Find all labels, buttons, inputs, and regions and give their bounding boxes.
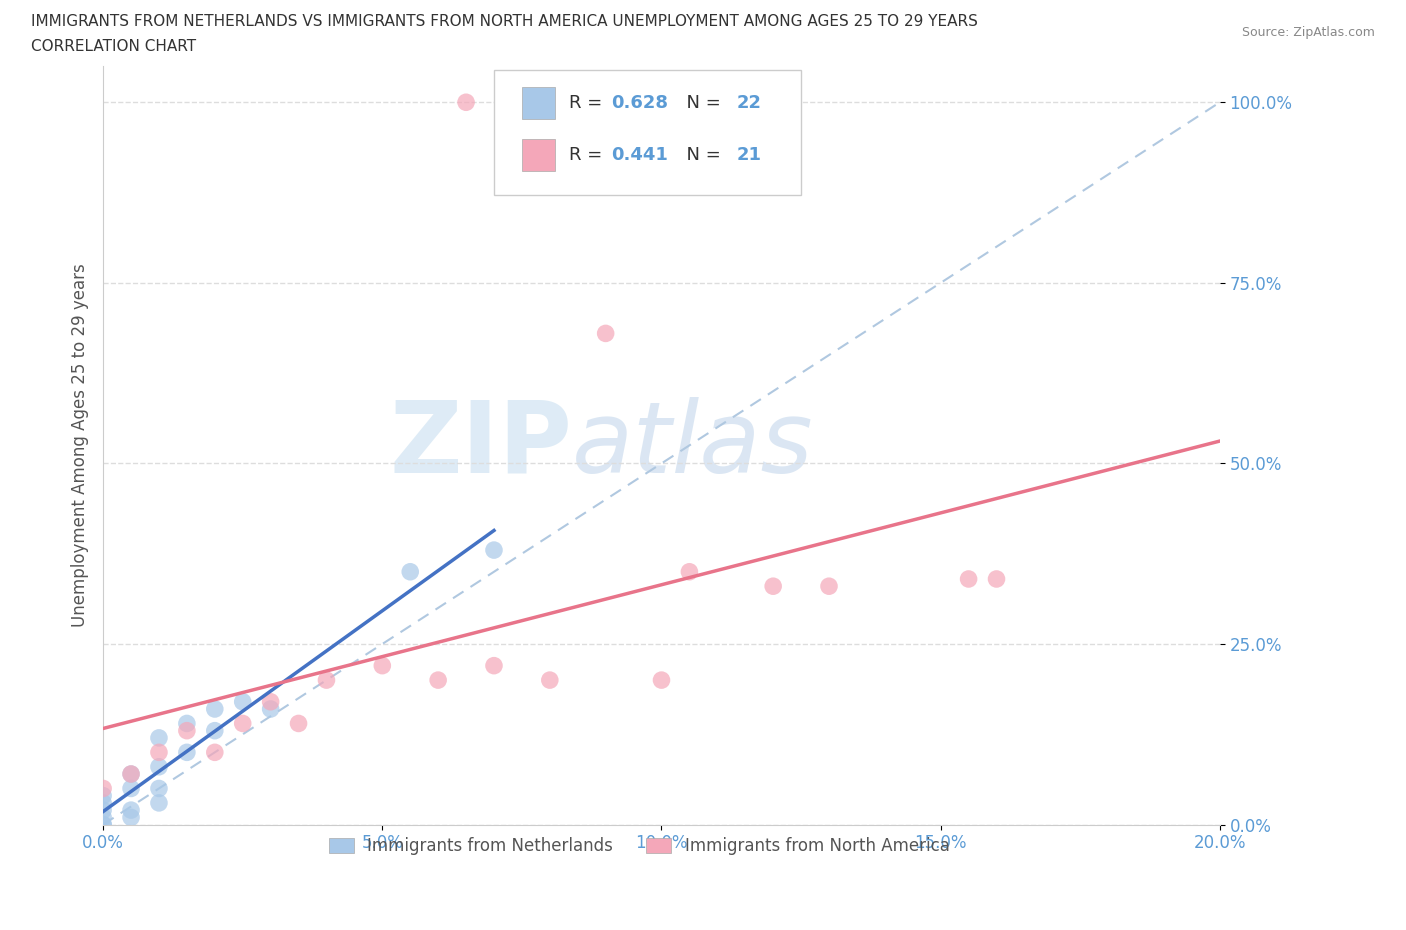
Point	[232, 695, 254, 710]
Point	[148, 745, 170, 760]
Point	[91, 795, 114, 810]
FancyBboxPatch shape	[522, 87, 555, 119]
Point	[259, 701, 281, 716]
Point	[595, 326, 617, 340]
Point	[957, 572, 980, 587]
FancyBboxPatch shape	[494, 70, 801, 195]
Point	[120, 766, 142, 781]
Point	[232, 716, 254, 731]
Point	[482, 658, 505, 673]
Point	[148, 759, 170, 774]
Point	[148, 795, 170, 810]
Point	[176, 716, 198, 731]
Point	[120, 810, 142, 825]
Text: 0.441: 0.441	[612, 146, 668, 164]
Point	[176, 724, 198, 738]
Point	[120, 803, 142, 817]
Point	[454, 95, 477, 110]
Point	[818, 578, 841, 593]
Point	[371, 658, 394, 673]
Point	[204, 701, 226, 716]
Text: 21: 21	[737, 146, 761, 164]
Point	[204, 745, 226, 760]
Point	[91, 803, 114, 817]
Point	[482, 542, 505, 557]
Point	[678, 565, 700, 579]
Text: N =: N =	[675, 146, 727, 164]
Text: 22: 22	[737, 94, 761, 113]
Text: R =: R =	[569, 94, 607, 113]
Legend: Immigrants from Netherlands, Immigrants from North America: Immigrants from Netherlands, Immigrants …	[322, 830, 956, 862]
Text: atlas: atlas	[572, 397, 814, 494]
Point	[315, 672, 337, 687]
Point	[120, 781, 142, 796]
Point	[204, 724, 226, 738]
Point	[91, 781, 114, 796]
Point	[91, 789, 114, 804]
Point	[399, 565, 422, 579]
Point	[120, 766, 142, 781]
Point	[176, 745, 198, 760]
Point	[91, 817, 114, 832]
Point	[762, 578, 785, 593]
Text: ZIP: ZIP	[389, 397, 572, 494]
Point	[538, 672, 561, 687]
Y-axis label: Unemployment Among Ages 25 to 29 years: Unemployment Among Ages 25 to 29 years	[72, 263, 89, 627]
Point	[427, 672, 450, 687]
Text: CORRELATION CHART: CORRELATION CHART	[31, 39, 195, 54]
Point	[91, 817, 114, 832]
Point	[986, 572, 1008, 587]
Text: 0.628: 0.628	[612, 94, 668, 113]
Point	[259, 695, 281, 710]
Text: R =: R =	[569, 146, 607, 164]
Point	[148, 781, 170, 796]
Text: Source: ZipAtlas.com: Source: ZipAtlas.com	[1241, 26, 1375, 39]
Point	[148, 730, 170, 745]
Text: N =: N =	[675, 94, 727, 113]
Point	[91, 810, 114, 825]
Point	[650, 672, 672, 687]
Point	[287, 716, 309, 731]
Text: IMMIGRANTS FROM NETHERLANDS VS IMMIGRANTS FROM NORTH AMERICA UNEMPLOYMENT AMONG : IMMIGRANTS FROM NETHERLANDS VS IMMIGRANT…	[31, 14, 977, 29]
FancyBboxPatch shape	[522, 140, 555, 171]
